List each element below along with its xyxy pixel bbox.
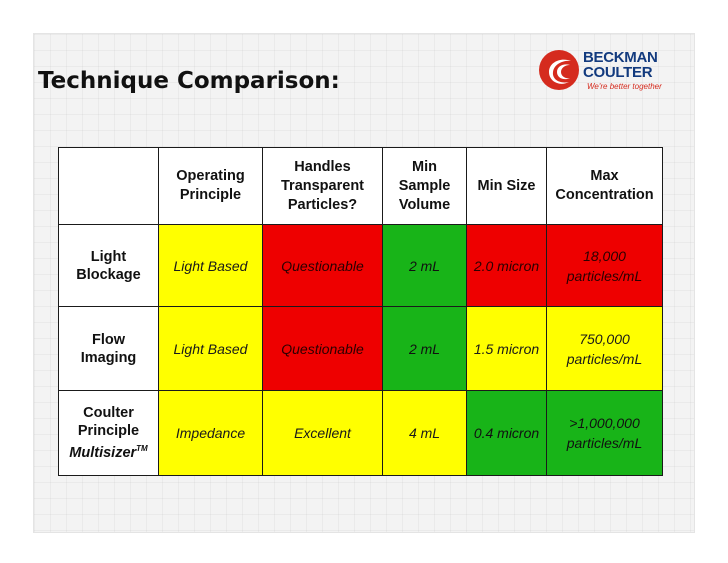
row-label-line-multisizer: MultisizerTM bbox=[61, 440, 156, 462]
row-label-line: Imaging bbox=[80, 349, 137, 366]
cell-transparent-particles: Questionable bbox=[262, 224, 383, 307]
row-label-coulter-principle: Coulter Principle MultisizerTM bbox=[58, 390, 159, 476]
cell-max-concentration: 750,000 particles/mL bbox=[546, 306, 663, 391]
cell-min-size: 2.0 micron bbox=[466, 224, 547, 307]
header-cell-empty bbox=[58, 147, 159, 225]
page-title: Technique Comparison: bbox=[38, 68, 340, 94]
cell-transparent-particles: Questionable bbox=[262, 306, 383, 391]
cell-operating-principle: Light Based bbox=[158, 224, 263, 307]
row-label-line: Blockage bbox=[76, 266, 141, 283]
row-label-line: Light bbox=[90, 248, 127, 265]
logo-tagline: We're better together bbox=[587, 82, 662, 91]
table-row: Flow Imaging Light Based Questionable 2 … bbox=[58, 306, 663, 391]
cell-max-concentration: 18,000 particles/mL bbox=[546, 224, 663, 307]
logo-wordmark: BECKMAN COULTER bbox=[583, 50, 658, 80]
cell-transparent-particles: Excellent bbox=[262, 390, 383, 476]
row-label-line: Coulter bbox=[83, 405, 134, 422]
logo-mark-icon bbox=[539, 50, 579, 90]
cell-min-sample-volume: 4 mL bbox=[382, 390, 467, 476]
multisizer-label: Multisizer bbox=[69, 444, 137, 461]
logo-line-2: COULTER bbox=[583, 64, 653, 81]
row-label-flow-imaging: Flow Imaging bbox=[58, 306, 159, 391]
comparison-table: Operating Principle Handles Transparent … bbox=[58, 147, 663, 476]
logo-line-1: BECKMAN bbox=[583, 49, 658, 66]
cell-min-size: 1.5 micron bbox=[466, 306, 547, 391]
header-min-sample-volume: Min Sample Volume bbox=[382, 147, 467, 225]
row-label-line: Flow bbox=[91, 331, 126, 348]
cell-operating-principle: Light Based bbox=[158, 306, 263, 391]
table-row: Coulter Principle MultisizerTM Impedance… bbox=[58, 390, 663, 476]
cell-min-size: 0.4 micron bbox=[466, 390, 547, 476]
cell-min-sample-volume: 2 mL bbox=[382, 306, 467, 391]
header-max-concentration: Max Concentration bbox=[546, 147, 663, 225]
header-min-size: Min Size bbox=[466, 147, 547, 225]
cell-operating-principle: Impedance bbox=[158, 390, 263, 476]
cell-min-sample-volume: 2 mL bbox=[382, 224, 467, 307]
beckman-coulter-logo: BECKMAN COULTER We're better together bbox=[537, 48, 687, 94]
table-row: Light Blockage Light Based Questionable … bbox=[58, 224, 663, 307]
header-handles-transparent: Handles Transparent Particles? bbox=[262, 147, 383, 225]
row-label-light-blockage: Light Blockage bbox=[58, 224, 159, 307]
trademark-mark: TM bbox=[136, 444, 148, 454]
table-header-row: Operating Principle Handles Transparent … bbox=[58, 147, 663, 225]
cell-max-concentration: >1,000,000 particles/mL bbox=[546, 390, 663, 476]
row-label-line: Principle bbox=[77, 423, 140, 440]
header-operating-principle: Operating Principle bbox=[158, 147, 263, 225]
